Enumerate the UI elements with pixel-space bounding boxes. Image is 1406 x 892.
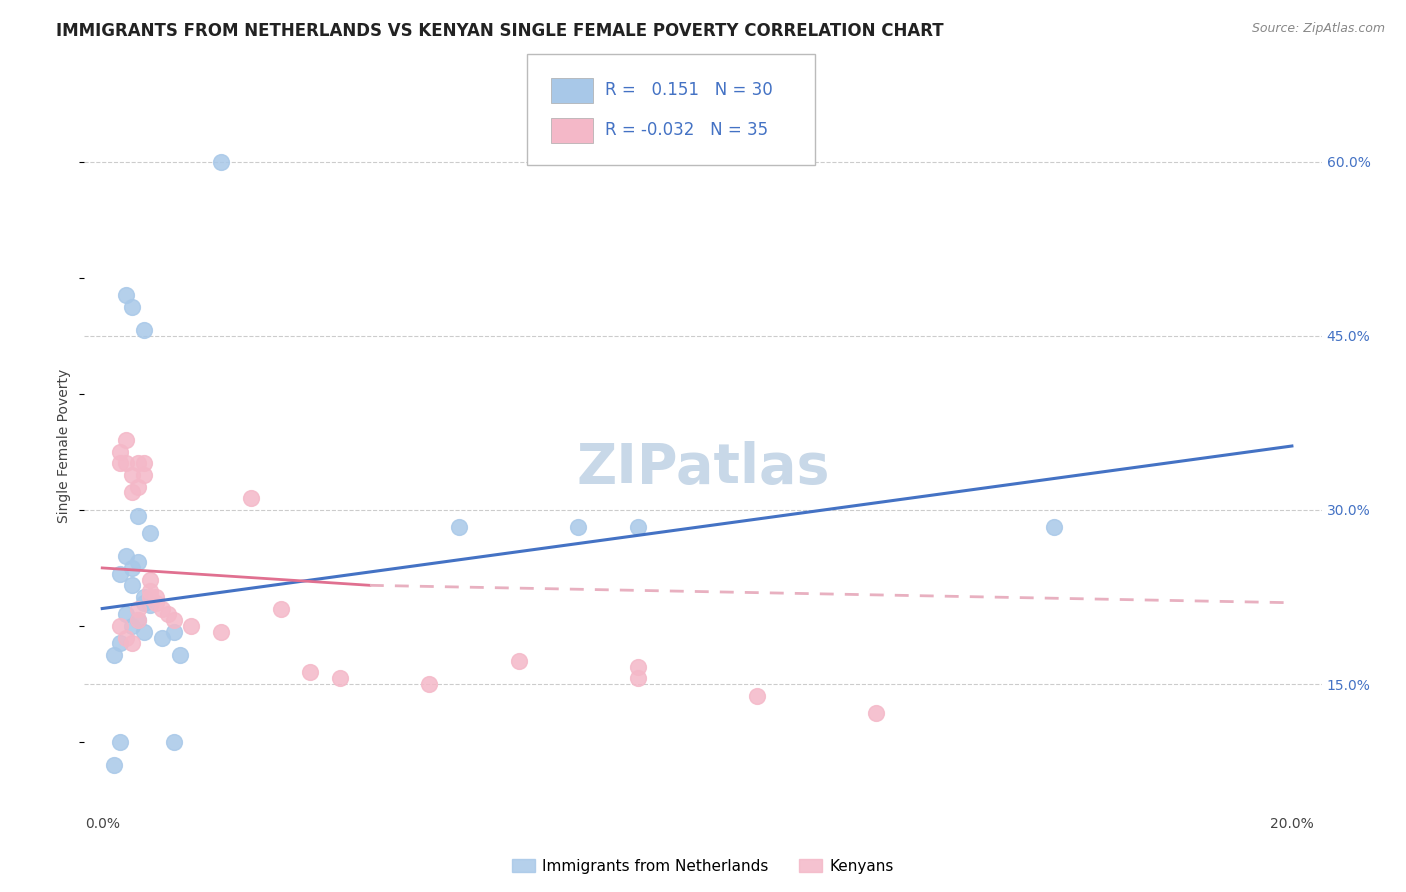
Point [121, 636, 143, 650]
Point [127, 508, 149, 523]
Point [115, 631, 138, 645]
Text: IMMIGRANTS FROM NETHERLANDS VS KENYAN SINGLE FEMALE POVERTY CORRELATION CHART: IMMIGRANTS FROM NETHERLANDS VS KENYAN SI… [56, 22, 943, 40]
Point [121, 300, 143, 314]
Point [162, 624, 184, 639]
Point [418, 677, 440, 691]
Point [209, 624, 232, 639]
Point [139, 526, 162, 541]
Point [108, 619, 131, 633]
Point [121, 578, 143, 592]
Point [626, 659, 648, 673]
Text: R = -0.032   N = 35: R = -0.032 N = 35 [605, 121, 768, 139]
Point [127, 555, 149, 569]
Point [103, 648, 125, 662]
Point [127, 601, 149, 615]
Point [139, 573, 162, 587]
Point [132, 624, 155, 639]
Point [239, 491, 262, 506]
Point [127, 457, 149, 471]
Y-axis label: Single Female Poverty: Single Female Poverty [58, 369, 72, 523]
Point [127, 613, 149, 627]
Point [108, 566, 131, 581]
Point [150, 601, 173, 615]
Point [115, 549, 138, 564]
Point [299, 665, 322, 680]
Point [115, 457, 138, 471]
Point [132, 468, 155, 483]
Point [180, 619, 202, 633]
Point [108, 445, 131, 459]
Point [150, 631, 173, 645]
Point [127, 613, 149, 627]
Point [139, 590, 162, 604]
Point [121, 485, 143, 500]
Point [108, 457, 131, 471]
Text: R =   0.151   N = 30: R = 0.151 N = 30 [605, 81, 772, 99]
Point [169, 648, 191, 662]
Point [626, 671, 648, 685]
Point [329, 671, 352, 685]
Point [508, 654, 530, 668]
Point [115, 433, 138, 447]
Point [865, 706, 887, 720]
Point [626, 520, 648, 534]
Point [449, 520, 471, 534]
Point [745, 689, 768, 703]
Point [121, 619, 143, 633]
Legend: Immigrants from Netherlands, Kenyans: Immigrants from Netherlands, Kenyans [506, 853, 900, 880]
Point [145, 590, 167, 604]
Point [103, 758, 125, 772]
Point [145, 596, 167, 610]
Point [108, 735, 131, 749]
Point [139, 598, 162, 612]
Point [139, 584, 162, 599]
Point [162, 613, 184, 627]
Point [132, 596, 155, 610]
Point [132, 323, 155, 337]
Point [132, 590, 155, 604]
Point [162, 735, 184, 749]
Point [115, 288, 138, 302]
Point [567, 520, 589, 534]
Point [1043, 520, 1066, 534]
Point [115, 607, 138, 622]
Point [108, 636, 131, 650]
Point [156, 607, 179, 622]
Text: ZIPatlas: ZIPatlas [576, 441, 830, 495]
Point [121, 561, 143, 575]
Point [270, 601, 292, 615]
Point [121, 468, 143, 483]
Point [132, 457, 155, 471]
Point [209, 154, 232, 169]
Point [127, 480, 149, 494]
Text: Source: ZipAtlas.com: Source: ZipAtlas.com [1251, 22, 1385, 36]
